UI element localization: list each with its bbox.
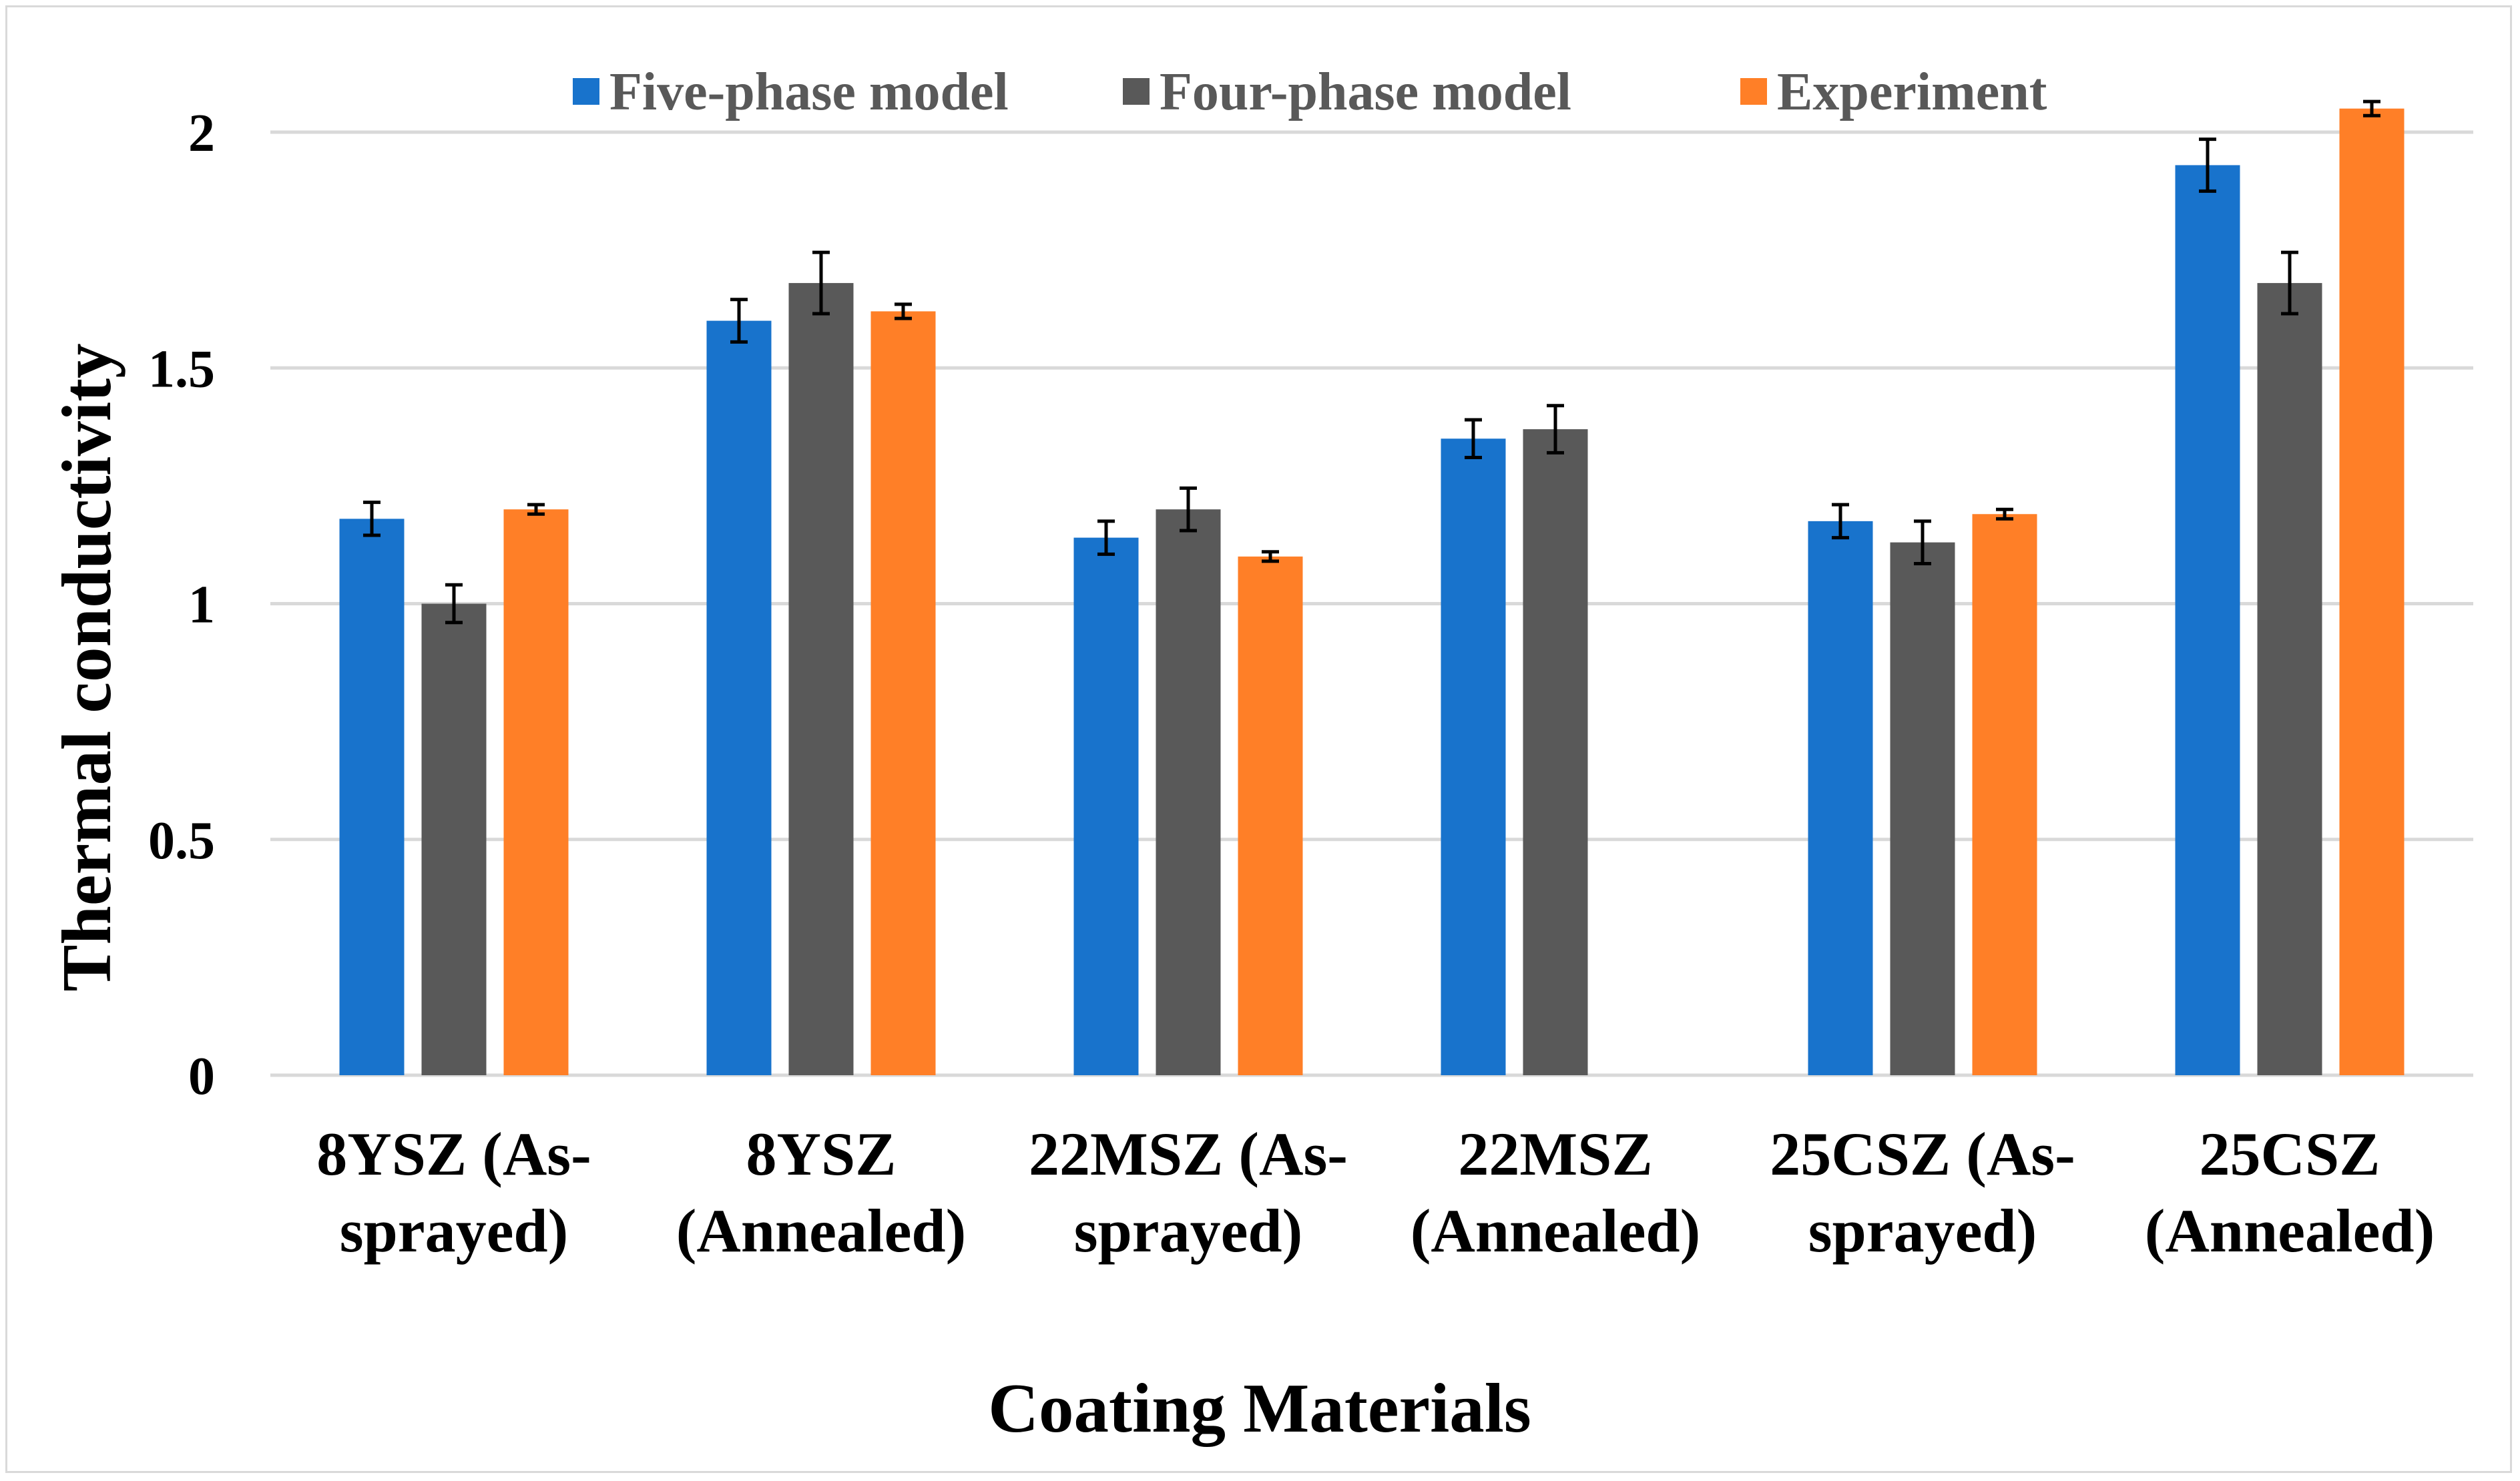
error-bar xyxy=(730,298,748,344)
x-category-label: 25CSZ xyxy=(2200,1120,2380,1188)
y-tick-label: 0 xyxy=(188,1047,215,1106)
error-bar xyxy=(1180,486,1197,533)
bar-experiment xyxy=(1972,514,2037,1075)
x-category-label: 8YSZ (As- xyxy=(316,1120,591,1188)
error-bar xyxy=(1996,507,2013,521)
error-bar xyxy=(1547,404,1564,455)
y-tick-label: 1 xyxy=(188,576,215,635)
bar-four-phase-model xyxy=(788,283,854,1076)
bars xyxy=(339,108,2405,1076)
x-category-label: sprayed) xyxy=(1074,1197,1302,1265)
legend-item: Five-phase model xyxy=(573,63,1009,121)
error-bar xyxy=(527,503,545,516)
legend-label: Four-phase model xyxy=(1160,63,1571,121)
legend-label: Five-phase model xyxy=(609,63,1009,121)
y-tick-labels: 0 0.5 1 1.5 2 xyxy=(148,104,215,1106)
x-axis-title: Coating Materials xyxy=(988,1369,1531,1447)
bar-five-phase-model xyxy=(1073,537,1139,1075)
bar-five-phase-model xyxy=(339,519,405,1075)
error-bar xyxy=(1914,519,1931,565)
bar-five-phase-model xyxy=(1808,521,1873,1075)
bar-four-phase-model xyxy=(1890,542,1955,1075)
error-bar xyxy=(1832,503,1849,540)
error-bar xyxy=(895,302,912,320)
bar-four-phase-model xyxy=(2257,283,2322,1076)
bar-experiment xyxy=(870,311,936,1076)
bar-experiment xyxy=(503,509,569,1075)
error-bar xyxy=(1262,550,1279,563)
x-category-label: 25CSZ (As- xyxy=(1770,1120,2075,1188)
y-axis-title: Thermal conductivity xyxy=(47,343,125,991)
bar-four-phase-model xyxy=(1156,509,1221,1075)
gridlines xyxy=(270,130,2473,1077)
legend-label: Experiment xyxy=(1777,63,2047,121)
legend-item: Four-phase model xyxy=(1123,63,1571,121)
x-category-label: 22MSZ (As- xyxy=(1029,1120,1348,1188)
bar-experiment xyxy=(1238,556,1303,1075)
error-bar xyxy=(2281,250,2298,316)
y-tick-label: 1.5 xyxy=(148,340,215,398)
error-bar xyxy=(2199,137,2216,193)
bar-experiment xyxy=(2339,108,2405,1075)
bar-five-phase-model xyxy=(1441,438,1506,1075)
error-bar xyxy=(1465,418,1482,459)
error-bars xyxy=(363,99,2380,625)
y-tick-label: 0.5 xyxy=(148,812,215,870)
x-category-labels: 8YSZ (As-sprayed) 8YSZ (Annealed) 22MSZ (As… xyxy=(316,1120,2435,1265)
error-bar xyxy=(2363,99,2380,117)
error-bar xyxy=(445,583,463,625)
bar-four-phase-model xyxy=(1523,429,1588,1075)
legend-swatch xyxy=(573,78,599,105)
legend-swatch xyxy=(1740,78,1767,105)
x-category-label: 8YSZ xyxy=(746,1120,897,1188)
bar-five-phase-model xyxy=(2175,165,2240,1076)
legend-swatch xyxy=(1123,78,1150,105)
error-bar xyxy=(812,250,830,316)
bar-four-phase-model xyxy=(421,603,487,1075)
x-category-label: sprayed) xyxy=(340,1197,568,1265)
legend-item: Experiment xyxy=(1740,63,2047,121)
x-category-label: (Annealed) xyxy=(1411,1197,1700,1265)
bar-five-phase-model xyxy=(706,320,772,1076)
x-category-label: (Annealed) xyxy=(2145,1197,2435,1265)
x-category-label: sprayed) xyxy=(1808,1197,2037,1265)
error-bar xyxy=(1097,519,1115,556)
error-bar xyxy=(363,501,381,537)
x-category-label: 22MSZ xyxy=(1458,1120,1652,1188)
legend: Five-phase model Four-phase model Experime… xyxy=(573,63,2047,121)
x-category-label: (Annealed) xyxy=(676,1197,966,1265)
y-tick-label: 2 xyxy=(188,104,215,163)
